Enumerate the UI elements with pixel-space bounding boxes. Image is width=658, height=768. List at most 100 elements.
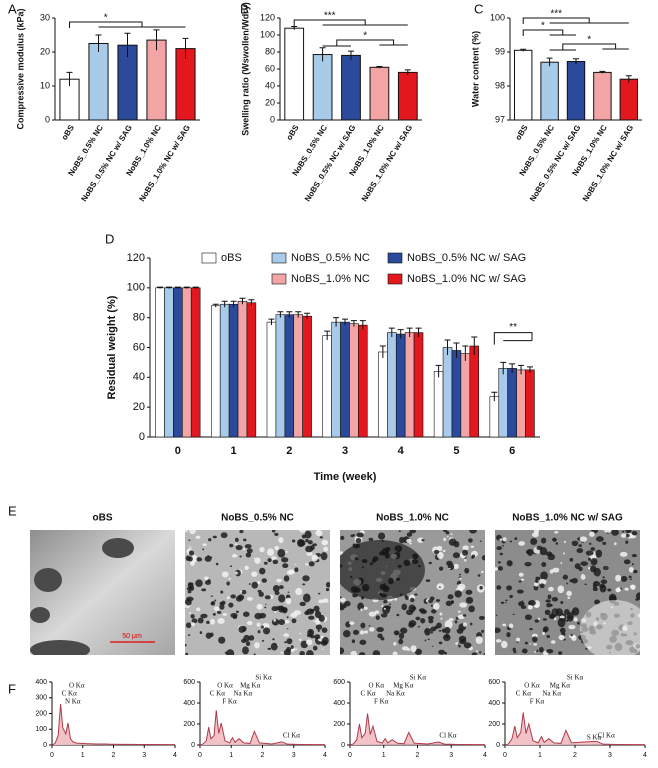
dark-region (340, 540, 425, 600)
pore (562, 552, 565, 555)
bar (566, 61, 586, 121)
pore (357, 602, 364, 611)
y-tick-label: 120 (260, 12, 275, 22)
pore (453, 563, 459, 570)
pore (635, 598, 640, 601)
pore (282, 554, 284, 556)
significance-label: *** (324, 11, 336, 22)
pore (450, 533, 453, 535)
bar (155, 287, 165, 438)
pore (551, 597, 559, 602)
pore (277, 548, 286, 558)
pore (545, 599, 551, 603)
x-tick-label: 1 (538, 752, 542, 759)
pore (185, 643, 187, 647)
pore (442, 549, 446, 552)
bar (593, 71, 612, 121)
pore (590, 565, 597, 573)
pore (211, 601, 216, 606)
x-tick-label: 6 (509, 445, 515, 457)
pore (631, 554, 637, 558)
pore (444, 626, 451, 634)
pore (592, 581, 601, 587)
y-tick-label: 10 (40, 80, 50, 90)
pore (499, 552, 504, 556)
x-tick-label: 2 (573, 752, 577, 759)
pore (243, 634, 250, 642)
significance-label: * (363, 31, 367, 42)
error-bar (291, 26, 298, 30)
y-tick-label: 40 (265, 80, 275, 90)
pore (554, 530, 559, 534)
pore (428, 561, 432, 565)
pore (541, 561, 547, 568)
pore (599, 584, 607, 593)
error-bar (406, 327, 413, 338)
peak-label: Cl Kα (439, 732, 456, 740)
x-tick-label: 1 (229, 752, 233, 759)
bar (88, 43, 109, 121)
pore (320, 552, 328, 561)
bar (275, 314, 286, 438)
x-tick-label: 0 (175, 445, 181, 457)
pore (436, 583, 445, 591)
pore (468, 538, 473, 543)
pore (452, 552, 460, 559)
x-tick-label: 2 (416, 752, 420, 759)
pore (502, 544, 504, 547)
pore (512, 613, 515, 616)
bar (469, 345, 480, 438)
pore (629, 578, 632, 580)
error-bar (348, 50, 354, 60)
pore (322, 598, 329, 603)
pore (248, 635, 255, 641)
pore (235, 610, 239, 613)
pore (293, 610, 302, 616)
pore (464, 567, 470, 574)
pore (441, 628, 446, 633)
y-tick-label: 0 (43, 742, 47, 749)
y-tick-label: 120 (127, 252, 145, 264)
bar (182, 287, 192, 438)
pore (188, 556, 193, 562)
pore (204, 576, 209, 580)
pore (228, 602, 234, 608)
peak-label: Si Kα (410, 674, 427, 682)
y-tick-label: 0 (191, 742, 195, 749)
pore (536, 649, 539, 652)
pore (469, 530, 477, 534)
pore (448, 538, 457, 546)
pore (548, 586, 554, 592)
pore (438, 629, 442, 632)
pore (431, 645, 434, 647)
pore (425, 579, 431, 583)
pore (188, 582, 194, 586)
pore (239, 530, 244, 534)
x-tick-label: oBS (60, 123, 76, 142)
pore (238, 626, 246, 633)
pore (285, 597, 292, 605)
pore (409, 530, 417, 534)
pore (256, 603, 263, 610)
pore (234, 543, 238, 546)
pore (340, 535, 345, 540)
pore (555, 542, 558, 545)
pore (244, 544, 252, 549)
pore (462, 622, 467, 627)
pore (286, 628, 289, 630)
pore (229, 565, 233, 568)
y-tick-label: 60 (133, 341, 145, 353)
bar (619, 78, 639, 121)
pore (383, 607, 386, 610)
pore (283, 649, 291, 655)
pore (567, 596, 571, 599)
pore (248, 583, 251, 585)
pore (285, 550, 288, 554)
pore (440, 617, 443, 620)
pore (566, 590, 572, 597)
pore (261, 625, 264, 629)
peak-label: Cl Kα (283, 732, 300, 740)
pore (212, 535, 217, 539)
pore (187, 590, 192, 594)
pore (375, 615, 380, 620)
